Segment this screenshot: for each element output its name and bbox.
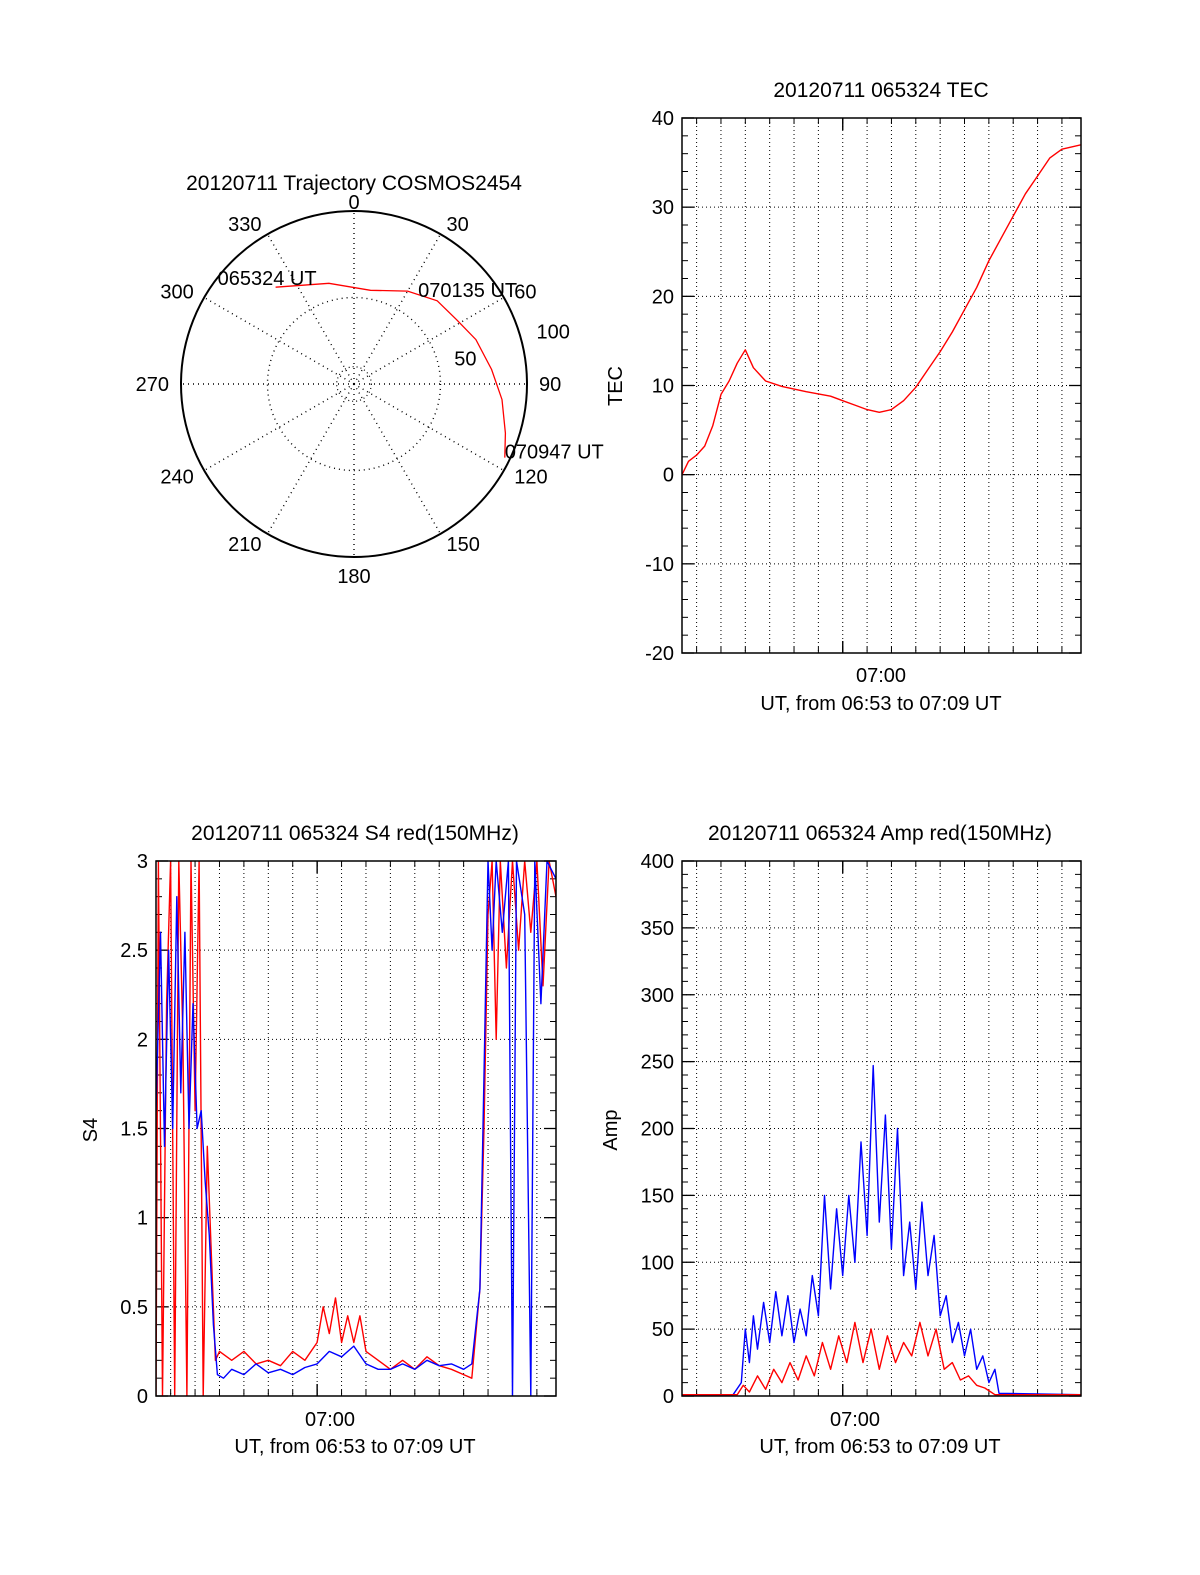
polar-azimuth-label: 300	[160, 282, 193, 304]
polar-outer-ring	[180, 210, 528, 558]
y-tick-label: 0	[137, 1386, 148, 1408]
trajectory-line	[275, 282, 507, 458]
s4-panel: 20120711 065324 S4 red(150MHz) 0 0.5 1 1.5 2…	[80, 822, 557, 1458]
amp-title: 20120711 065324 Amp red(150MHz)	[708, 822, 1052, 845]
polar-azimuth-label: 210	[228, 534, 261, 556]
amp-xlabel: UT, from 06:53 to 07:09 UT	[759, 1436, 1000, 1458]
plot-frame	[681, 860, 1082, 1397]
polar-azimuth-label: 90	[539, 374, 561, 396]
s4-title: 20120711 065324 S4 red(150MHz)	[191, 822, 519, 845]
trajectory-panel: 20120711 Trajectory COSMOS2454 0 30 60 90 12…	[136, 172, 604, 588]
amp-xtick-label: 07:00	[830, 1409, 880, 1431]
y-tick-label: 150	[641, 1185, 674, 1207]
s4-ylabel: S4	[80, 1118, 102, 1142]
amp-ylabel: Amp	[600, 1109, 622, 1150]
s4-xlabel: UT, from 06:53 to 07:09 UT	[234, 1436, 475, 1458]
polar-spoke	[203, 296, 355, 385]
polar-spoke	[266, 233, 355, 385]
y-tick-label: 0.5	[120, 1297, 148, 1319]
polar-spoke	[353, 296, 505, 385]
y-tick-label: 1	[137, 1208, 148, 1230]
tec-panel: 20120711 065324 TEC -20 -10 0 10 20 30 40 07:0…	[605, 79, 1082, 715]
polar-ring-center	[336, 366, 372, 402]
y-tick-label: 0	[663, 465, 674, 487]
s4-xtick-label: 07:00	[305, 1409, 355, 1431]
trajectory-annotation: 070135 UT	[418, 280, 517, 302]
plot-frame	[681, 117, 1082, 654]
y-tick-label: 2	[137, 1029, 148, 1051]
tec-xtick-label: 07:00	[856, 665, 906, 687]
polar-grid	[180, 210, 528, 558]
polar-spoke	[353, 233, 442, 385]
polar-azimuth-label: 270	[136, 374, 169, 396]
tec-ylabel: TEC	[605, 366, 627, 406]
polar-azimuth-label: 330	[228, 214, 261, 236]
tec-xlabel: UT, from 06:53 to 07:09 UT	[760, 693, 1001, 715]
polar-radial-label: 50	[454, 348, 476, 370]
trajectory-annotation: 070947 UT	[505, 442, 604, 464]
polar-azimuth-label: 180	[337, 566, 370, 588]
polar-ring-50	[266, 296, 442, 472]
series-line	[156, 861, 556, 1396]
y-tick-label: 350	[641, 918, 674, 940]
y-tick-label: 2.5	[120, 940, 148, 962]
y-tick-label: 10	[652, 376, 674, 398]
trajectory-annotations: 065324 UT 070135 UT 070947 UT	[218, 268, 604, 463]
y-tick-label: 100	[641, 1252, 674, 1274]
y-tick-label: 200	[641, 1119, 674, 1141]
polar-azimuth-label: 60	[514, 282, 536, 304]
s4-plot-area: 0 0.5 1 1.5 2 2.5 3	[120, 851, 557, 1408]
y-tick-label: 1.5	[120, 1119, 148, 1141]
polar-spoke	[203, 383, 355, 472]
y-tick-label: 20	[652, 286, 674, 308]
polar-radial-label: 100	[537, 322, 570, 344]
series-line	[682, 1321, 1081, 1396]
y-tick-label: 0	[663, 1386, 674, 1408]
tec-title: 20120711 065324 TEC	[773, 79, 988, 102]
amp-plot-area: 0 50 100 150 200 250 300 350 400	[641, 851, 1082, 1408]
polar-azimuth-label: 240	[160, 467, 193, 489]
y-tick-label: 50	[652, 1319, 674, 1341]
trajectory-series	[275, 282, 507, 458]
series-line	[682, 144, 1081, 476]
polar-azimuth-label: 150	[447, 534, 480, 556]
polar-azimuth-label: 0	[348, 192, 359, 214]
polar-azimuth-labels: 0 30 60 90 120 150 180 210 240 270 300 330 50 100	[136, 192, 570, 588]
trajectory-title: 20120711 Trajectory COSMOS2454	[186, 172, 522, 195]
y-tick-label: 400	[641, 851, 674, 873]
y-tick-label: 3	[137, 851, 148, 873]
polar-azimuth-label: 120	[514, 467, 547, 489]
y-tick-label: 300	[641, 985, 674, 1007]
y-tick-label: 250	[641, 1052, 674, 1074]
trajectory-annotation: 065324 UT	[218, 268, 317, 290]
polar-azimuth-label: 30	[447, 214, 469, 236]
y-tick-label: 30	[652, 197, 674, 219]
y-tick-label: -10	[645, 554, 674, 576]
amp-panel: 20120711 065324 Amp red(150MHz) 0 50 100 15…	[600, 822, 1082, 1458]
tec-plot-area: -20 -10 0 10 20 30 40	[645, 108, 1082, 665]
series-line	[156, 861, 556, 1396]
y-tick-label: -20	[645, 643, 674, 665]
plot-frame	[155, 860, 557, 1397]
series-line	[682, 1064, 1081, 1396]
y-tick-label: 40	[652, 108, 674, 130]
